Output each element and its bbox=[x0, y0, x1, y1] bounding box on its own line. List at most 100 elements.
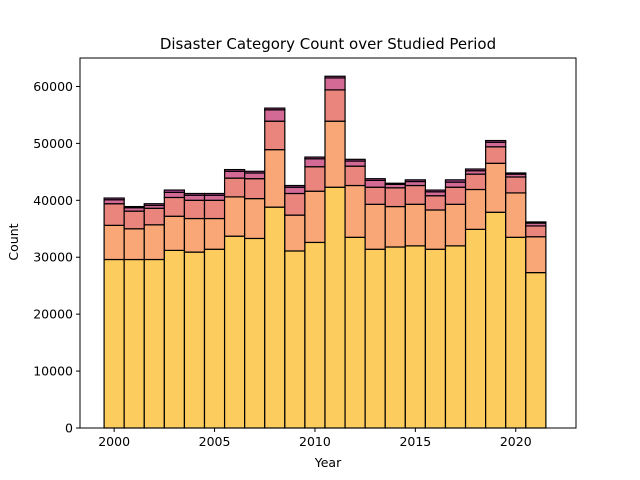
x-tick-label: 2010 bbox=[299, 434, 331, 449]
bar-2011-segment-3 bbox=[324, 89, 346, 122]
bar-2019-segment-4 bbox=[485, 141, 507, 148]
bar-2019-segment-3 bbox=[485, 146, 507, 164]
bar-2011-segment-1 bbox=[324, 186, 346, 429]
bar-2003-segment-3 bbox=[163, 196, 186, 217]
bar-2008-segment-1 bbox=[264, 206, 286, 429]
bar-2002-segment-1 bbox=[143, 258, 165, 429]
bar-2020-segment-3 bbox=[505, 176, 527, 194]
bar-2021-segment-5 bbox=[525, 221, 547, 224]
bar-2011-segment-4 bbox=[324, 77, 346, 91]
bar-2007-segment-5 bbox=[244, 170, 266, 174]
bar-2004-segment-1 bbox=[183, 251, 206, 429]
bar-2016-segment-1 bbox=[424, 248, 447, 429]
bar-2010-segment-4 bbox=[304, 158, 326, 168]
bar-2008-segment-4 bbox=[264, 109, 286, 122]
bar-2018-segment-5 bbox=[464, 168, 487, 172]
x-axis-label: Year bbox=[314, 455, 342, 470]
bar-2000-segment-5 bbox=[103, 197, 125, 201]
bar-2018-segment-2 bbox=[464, 188, 487, 230]
bar-2007-segment-1 bbox=[244, 237, 266, 429]
bar-2013-segment-5 bbox=[364, 178, 386, 181]
y-axis-label: Count bbox=[6, 223, 21, 260]
x-tick-label: 2015 bbox=[399, 434, 431, 449]
bar-2001-segment-5 bbox=[123, 205, 145, 209]
bar-2006-segment-5 bbox=[223, 168, 246, 172]
bar-2010-segment-1 bbox=[304, 241, 326, 429]
bar-2017-segment-1 bbox=[444, 245, 467, 429]
bar-2014-segment-3 bbox=[384, 187, 406, 208]
bar-2019-segment-1 bbox=[485, 211, 507, 429]
bar-2019-segment-5 bbox=[485, 139, 507, 143]
bar-2015-segment-2 bbox=[404, 203, 426, 247]
bar-2000-segment-2 bbox=[103, 224, 125, 261]
bar-2005-segment-4 bbox=[203, 194, 226, 201]
bar-2006-segment-1 bbox=[223, 235, 246, 429]
plot-frame bbox=[79, 57, 577, 429]
bar-2007-segment-4 bbox=[244, 172, 266, 180]
bar-2005-segment-1 bbox=[203, 248, 226, 429]
bar-2006-segment-4 bbox=[223, 170, 246, 179]
axes-layer bbox=[79, 57, 577, 429]
x-tick-label: 2005 bbox=[199, 434, 231, 449]
bar-2020-segment-1 bbox=[505, 236, 527, 429]
y-tick-label: 50000 bbox=[33, 136, 73, 151]
bar-2005-segment-3 bbox=[203, 199, 226, 220]
bar-2004-segment-5 bbox=[183, 192, 206, 196]
bar-2015-segment-1 bbox=[404, 245, 426, 429]
bar-2003-segment-5 bbox=[163, 189, 186, 193]
bar-2010-segment-5 bbox=[304, 156, 326, 160]
bars-layer bbox=[103, 75, 547, 429]
bar-2002-segment-5 bbox=[143, 203, 165, 207]
chart-title: Disaster Category Count over Studied Per… bbox=[160, 35, 496, 53]
bar-2010-segment-3 bbox=[304, 166, 326, 192]
y-tick-label: 0 bbox=[65, 421, 73, 436]
bar-2017-segment-2 bbox=[444, 203, 467, 247]
bar-2012-segment-2 bbox=[344, 184, 366, 238]
bar-2017-segment-5 bbox=[444, 179, 467, 183]
bar-2003-segment-1 bbox=[163, 249, 186, 429]
y-tick-label: 40000 bbox=[33, 193, 73, 208]
bar-2018-segment-1 bbox=[464, 228, 487, 429]
bar-2009-segment-1 bbox=[284, 250, 306, 429]
bar-2009-segment-2 bbox=[284, 214, 306, 252]
x-tick-label: 2020 bbox=[500, 434, 532, 449]
bar-2003-segment-4 bbox=[163, 191, 186, 199]
bar-2012-segment-1 bbox=[344, 236, 366, 429]
bar-2005-segment-2 bbox=[203, 217, 226, 250]
bar-2013-segment-2 bbox=[364, 203, 386, 250]
bar-2000-segment-1 bbox=[103, 258, 125, 429]
bar-2008-segment-2 bbox=[264, 149, 286, 208]
bar-2020-segment-5 bbox=[505, 172, 527, 175]
bar-2007-segment-2 bbox=[244, 198, 266, 240]
bar-2012-segment-3 bbox=[344, 165, 366, 187]
bar-2020-segment-2 bbox=[505, 192, 527, 238]
bar-2001-segment-2 bbox=[123, 228, 145, 261]
bar-2019-segment-2 bbox=[485, 162, 507, 213]
bar-2014-segment-1 bbox=[384, 246, 406, 429]
bar-2011-segment-5 bbox=[324, 75, 346, 79]
x-tick-label: 2000 bbox=[98, 434, 130, 449]
bar-2017-segment-3 bbox=[444, 186, 467, 205]
y-tick-label: 30000 bbox=[33, 250, 73, 265]
bar-2006-segment-2 bbox=[223, 196, 246, 237]
ticks-layer: 2000 2005 2010 2015 2020 0 10000 20000 30000 4000… bbox=[33, 79, 531, 449]
bar-2001-segment-1 bbox=[123, 258, 145, 429]
bar-2021-segment-3 bbox=[525, 225, 547, 238]
bar-2016-segment-2 bbox=[424, 209, 447, 250]
bar-2005-segment-5 bbox=[203, 192, 226, 196]
y-tick-label: 10000 bbox=[33, 364, 73, 379]
bar-2018-segment-3 bbox=[464, 173, 487, 191]
bar-2002-segment-3 bbox=[143, 207, 165, 226]
bar-2004-segment-4 bbox=[183, 194, 206, 201]
bar-2009-segment-5 bbox=[284, 184, 306, 188]
bar-2009-segment-3 bbox=[284, 192, 306, 216]
bar-2008-segment-3 bbox=[264, 120, 286, 151]
bar-2017-segment-4 bbox=[444, 181, 467, 188]
bar-2004-segment-2 bbox=[183, 217, 206, 253]
bar-2001-segment-3 bbox=[123, 210, 145, 230]
bar-2002-segment-2 bbox=[143, 224, 165, 261]
y-tick-label: 60000 bbox=[33, 79, 73, 94]
bar-2016-segment-5 bbox=[424, 189, 447, 193]
bar-2009-segment-4 bbox=[284, 186, 306, 195]
